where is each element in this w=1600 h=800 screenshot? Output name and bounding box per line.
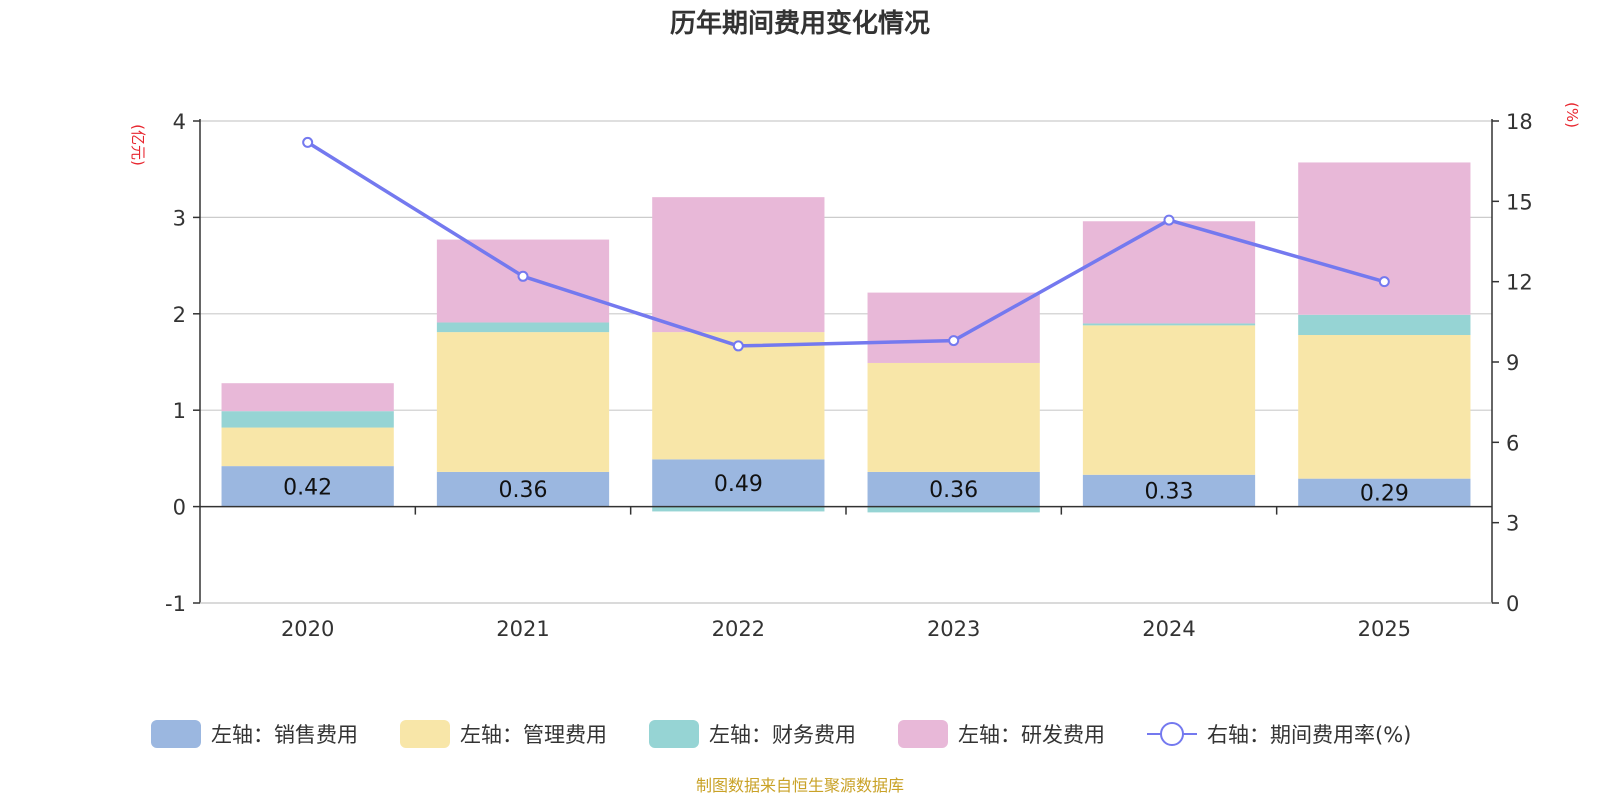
- bar-data-label: 0.29: [1360, 482, 1409, 507]
- legend-swatch: [898, 720, 948, 748]
- bar-data-label: 0.49: [714, 472, 763, 497]
- left-axis-tick-label: 4: [173, 110, 186, 134]
- expense-rate-line: [306, 140, 1385, 348]
- right-axis-tick-label: 0: [1506, 592, 1519, 616]
- legend: 左轴：销售费用 左轴：管理费用 左轴：财务费用 左轴：研发费用 右轴：期间费用率(%): [151, 720, 1411, 748]
- bar-segment: [221, 466, 394, 507]
- bar-series: [221, 162, 1471, 513]
- bar-segment: [1082, 323, 1256, 326]
- left-axis-tick-label: 3: [173, 206, 186, 230]
- x-axis-tick-label: 2025: [1358, 617, 1411, 641]
- bar-segment: [652, 332, 825, 460]
- bar-segment: [1082, 325, 1256, 475]
- expense-rate-point: [302, 136, 314, 148]
- x-axis-tick-label: 2022: [712, 617, 765, 641]
- bar-segment: [652, 459, 825, 507]
- legend-label: 右轴：期间费用率(%): [1207, 723, 1411, 747]
- right-axis-tick-label: 18: [1506, 110, 1533, 134]
- bar-segment: [221, 427, 394, 467]
- bar-data-label: 0.33: [1145, 480, 1194, 505]
- x-axis-tick-label: 2024: [1142, 617, 1195, 641]
- data-source-note: 制图数据来自恒生聚源数据库: [696, 776, 904, 795]
- expense-rate-point: [1378, 276, 1390, 288]
- bar-segment: [867, 471, 1040, 507]
- right-axis-tick-label: 9: [1506, 351, 1519, 375]
- bar-segment: [867, 362, 1040, 472]
- bar-segment: [1298, 314, 1471, 336]
- legend-label: 左轴：销售费用: [211, 723, 358, 747]
- expense-rate-point: [1163, 214, 1175, 226]
- legend-swatch: [400, 720, 450, 748]
- legend-swatch: [151, 720, 201, 748]
- bar-segment: [867, 292, 1040, 363]
- expense-rate-point: [948, 335, 960, 347]
- bar-segment: [867, 506, 1040, 513]
- chart-title: 历年期间费用变化情况: [670, 8, 930, 39]
- bar-segment: [1082, 474, 1256, 507]
- bar-segment: [436, 322, 610, 333]
- legend-label: 左轴：研发费用: [958, 723, 1105, 747]
- expense-rate-point: [517, 270, 529, 282]
- bar-segment: [1298, 335, 1471, 479]
- bar-segment: [652, 197, 825, 333]
- right-axis-tick-label: 15: [1506, 190, 1533, 214]
- bar-segment: [1298, 478, 1471, 507]
- data-labels: 0.42 0.36 0.49 0.36 0.33 0.29: [283, 472, 1409, 507]
- right-axis-tick-label: 6: [1506, 431, 1519, 455]
- x-axis-tick-label: 2023: [927, 617, 980, 641]
- right-axis-tick-label: 12: [1506, 271, 1533, 295]
- bar-segment: [436, 471, 610, 507]
- bar-data-label: 0.36: [929, 478, 978, 503]
- right-axis-tick-label: 3: [1506, 512, 1519, 536]
- left-axis-tick-label: 2: [173, 303, 186, 327]
- bar-data-label: 0.42: [283, 475, 332, 500]
- left-axis-tick-label: 0: [173, 496, 186, 520]
- left-axis-unit-label: (亿元): [129, 124, 147, 166]
- right-axis-unit-label: (%): [1563, 102, 1581, 128]
- x-axis-tick-label: 2020: [281, 617, 334, 641]
- legend-swatch: [649, 720, 699, 748]
- bar-segment: [652, 506, 825, 512]
- bar-segment: [221, 383, 394, 412]
- legend-marker-icon: [1160, 722, 1184, 746]
- legend-label: 左轴：管理费用: [460, 723, 607, 747]
- bar-segment: [1298, 162, 1471, 315]
- line-series: [302, 136, 1390, 352]
- bar-segment: [221, 411, 394, 428]
- expense-rate-point: [732, 340, 744, 352]
- bar-data-label: 0.36: [499, 478, 548, 503]
- x-axis-tick-label: 2021: [496, 617, 549, 641]
- left-axis-tick-label: 1: [173, 399, 186, 423]
- bar-segment: [436, 332, 610, 472]
- legend-label: 左轴：财务费用: [709, 723, 856, 747]
- left-axis-tick-label: -1: [165, 592, 186, 616]
